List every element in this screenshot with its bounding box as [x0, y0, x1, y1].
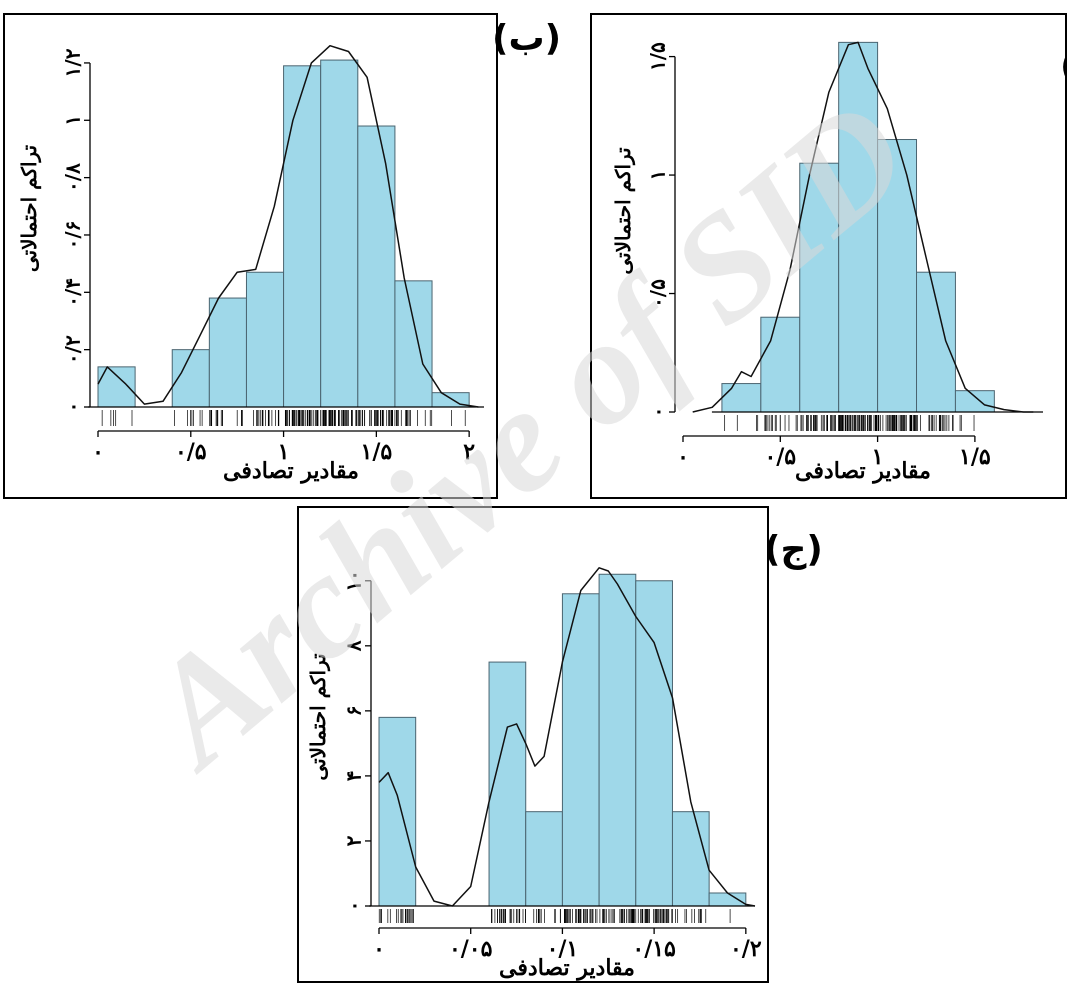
histogram-bar: [671, 811, 710, 907]
y-tick-label: ۸: [342, 640, 366, 652]
histogram-bar: [320, 59, 359, 408]
histogram-bar: [394, 280, 433, 408]
x-axis: ۰ ۰/۵ ۱ ۱/۵ ۲: [92, 430, 475, 465]
histogram-bar: [598, 573, 637, 907]
histogram-bar: [283, 65, 322, 408]
y-tick-label: ۰: [646, 407, 670, 418]
histogram-bar: [838, 41, 879, 413]
x-tick-label: ۱/۵: [361, 439, 393, 465]
x-tick-label: ۰/۵: [764, 444, 796, 470]
histogram-bar: [954, 390, 995, 413]
density-curve: [378, 567, 756, 907]
y-axis: ۰ ۰/۲ ۰/۴ ۰/۶ ۰/۸ ۱ ۱/۲: [61, 48, 91, 412]
y-tick-label: ۱/۵: [646, 42, 670, 71]
histogram-bar: [488, 661, 527, 907]
histogram-bar: [245, 271, 285, 408]
chart-panel-be: ۰ ۰/۵ ۱ ۱/۵ ۲ ۰ ۰/۲ ۰/۴ ۰/۶ ۰/۸ ۱ ۱/۲ مقادیر تصادفی ت…: [3, 13, 561, 499]
density-curve: [97, 44, 479, 408]
y-tick-label: ۰: [342, 901, 366, 912]
panel-frame: [590, 13, 1067, 499]
x-axis: ۰ ۰/۵ ۱ ۱/۵: [677, 435, 991, 470]
rug-marks: [724, 415, 975, 431]
rug-marks: [101, 410, 466, 426]
x-axis-label: مقادیر تصادفی: [499, 955, 635, 981]
x-tick-label: ۰/۵: [175, 439, 207, 465]
histogram-bar: [635, 580, 673, 907]
panel-label: (ب): [492, 18, 561, 59]
histogram-bar: [721, 383, 762, 413]
y-axis-label: تراکم احتمالاتی: [611, 147, 636, 275]
x-tick-label: ۰: [373, 936, 385, 962]
x-tick-label: ۰: [677, 444, 689, 470]
y-tick-label: ۰: [61, 402, 85, 413]
histogram-bar: [378, 716, 417, 907]
histogram-bar: [561, 593, 600, 907]
x-tick-label: ۱: [278, 439, 290, 465]
histogram-bar: [916, 271, 956, 413]
x-axis: ۰ ۰/۰۵ ۰/۱ ۰/۱۵ ۰/۲: [373, 927, 762, 962]
histogram-bar: [357, 125, 396, 408]
x-tick-label: ۰: [92, 439, 104, 465]
y-tick-label: ۱: [61, 115, 85, 126]
y-tick-label: ۰/۸: [61, 163, 85, 192]
histogram-bar: [760, 316, 801, 413]
histogram-bar: [208, 297, 247, 408]
x-tick-label: ۰/۰۵: [449, 936, 493, 962]
y-tick-label: ۰/۲: [61, 335, 85, 364]
y-tick-label: ۶: [342, 705, 366, 716]
histogram-bars: [378, 573, 747, 907]
x-axis-label: مقادیر تصادفی: [795, 458, 931, 484]
panel-label: (ج): [764, 529, 823, 570]
y-axis: ۰ ۰/۵ ۱ ۱/۵: [646, 42, 676, 417]
panel-label: (الف): [1060, 46, 1067, 87]
chart-panel-alef: ۰ ۰/۵ ۱ ۱/۵ ۰ ۰/۵ ۱ ۱/۵ مقادیر تصادفی تراکم احتما…: [590, 13, 1067, 499]
x-tick-label: ۲: [463, 439, 475, 465]
y-tick-label: ۱/۲: [61, 48, 85, 77]
x-tick-label: ۱/۵: [959, 444, 991, 470]
histogram-bar: [708, 892, 747, 907]
y-tick-label: ۱: [646, 170, 670, 181]
panel-frame: [297, 506, 769, 983]
density-curve: [692, 41, 1034, 413]
x-tick-label: ۰/۲: [730, 936, 762, 962]
x-tick-label: ۰/۱: [547, 936, 579, 962]
y-tick-label: ۲: [342, 835, 366, 846]
panel-frame: [3, 13, 498, 499]
y-tick-label: ۰/۶: [61, 221, 85, 250]
y-tick-label: ۴: [342, 771, 366, 782]
y-tick-label: ۰/۴: [61, 278, 85, 307]
histogram-bar: [525, 811, 563, 907]
y-tick-label: ۰/۵: [646, 279, 670, 308]
histogram-bars: [97, 59, 470, 408]
y-axis-label: تراکم احتمالاتی: [17, 144, 42, 272]
x-tick-label: ۰/۱۵: [632, 936, 676, 962]
x-axis-label: مقادیر تصادفی: [223, 458, 359, 484]
y-tick-label: ۱۰: [342, 570, 366, 591]
rug-marks: [378, 909, 731, 923]
y-axis-label: تراکم احتمالاتی: [306, 653, 331, 781]
chart-panel-jim: ۰ ۰/۰۵ ۰/۱ ۰/۱۵ ۰/۲ ۰ ۲ ۴ ۶ ۸ ۱۰ مقادیر تصادفی تراکم…: [297, 506, 823, 983]
y-axis: ۰ ۲ ۴ ۶ ۸ ۱۰: [342, 570, 372, 911]
x-tick-label: ۱: [872, 444, 884, 470]
